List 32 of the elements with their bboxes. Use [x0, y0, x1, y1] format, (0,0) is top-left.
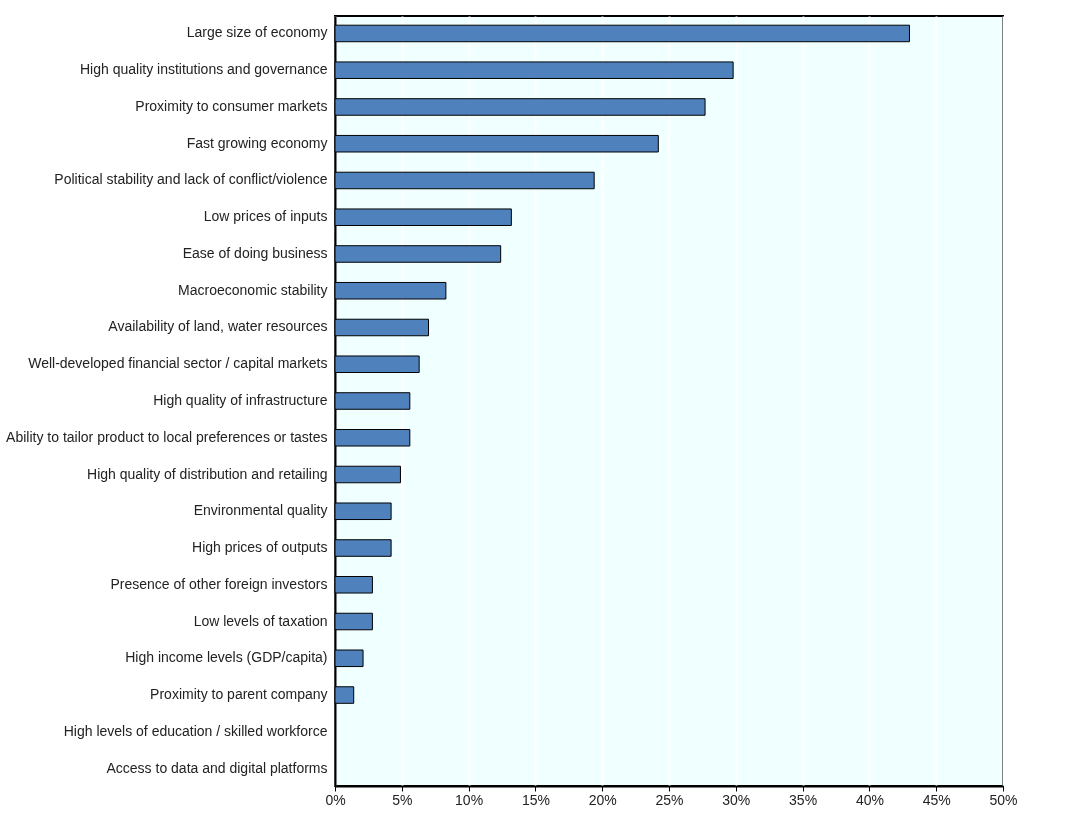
y-tick-label: Macroeconomic stability	[178, 281, 328, 298]
y-tick-label: Access to data and digital platforms	[106, 759, 328, 776]
y-tick-label: Large size of economy	[186, 24, 328, 41]
y-tick-label: Low levels of taxation	[193, 612, 328, 629]
y-tick-label: Proximity to consumer markets	[135, 97, 328, 114]
y-tick-label: High levels of education / skilled workforce	[63, 722, 328, 739]
x-tick-label: 45%	[922, 791, 951, 808]
y-tick-label: High prices of outputs	[192, 539, 328, 556]
y-tick-label: Fast growing economy	[186, 134, 328, 151]
x-tick-label: 35%	[789, 791, 818, 808]
y-tick-label: High income levels (GDP/capita)	[125, 649, 328, 666]
y-tick-label: Well-developed financial sector / capital markets	[28, 355, 328, 372]
y-tick-label: Proximity to parent company	[150, 686, 328, 703]
y-tick-label: High quality of infrastructure	[153, 392, 328, 408]
x-tick-label: 0%	[325, 791, 346, 808]
y-tick-label: Environmental quality	[193, 502, 328, 519]
y-tick-label: High quality institutions and governance	[80, 61, 328, 78]
y-tick-label: High quality of distribution and retailing	[87, 465, 328, 482]
y-tick-label: Ease of doing business	[182, 244, 328, 261]
x-tick-label: 15%	[521, 791, 550, 808]
x-tick-label: 10%	[455, 791, 484, 808]
x-tick-label: 50%	[989, 791, 1018, 808]
y-tick-label: Availability of land, water resources	[108, 318, 328, 335]
y-tick-label: Low prices of inputs	[203, 208, 328, 225]
y-tick-label: Ability to tailor product to local preferences or tastes	[6, 428, 328, 445]
x-tick-label: 30%	[722, 791, 751, 808]
y-tick-label: Presence of other foreign investors	[110, 575, 328, 592]
x-tick-label: 20%	[588, 791, 617, 808]
y-tick-label: Political stability and lack of conflict/violence	[54, 171, 328, 188]
x-tick-label: 40%	[855, 791, 884, 808]
x-tick-label: 25%	[655, 791, 684, 808]
x-tick-label: 5%	[392, 791, 413, 808]
